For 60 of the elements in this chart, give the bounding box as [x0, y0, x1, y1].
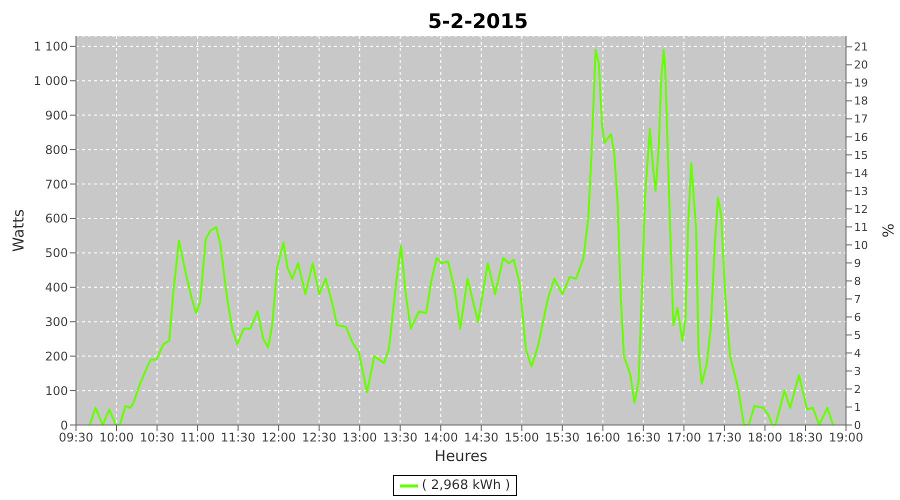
chart-title: 5-2-2015 — [426, 8, 530, 34]
y2-tick-label: 5 — [854, 328, 861, 342]
y-tick-label: 200 — [45, 349, 68, 364]
x-tick-label: 18:30 — [788, 430, 823, 445]
x-tick-label: 16:30 — [626, 430, 661, 445]
x-tick-label: 11:00 — [180, 430, 215, 445]
y2-tick-label: 16 — [854, 130, 868, 144]
x-tick-label: 11:30 — [220, 430, 256, 445]
y2-tick-label: 6 — [854, 310, 861, 324]
y2-tick-label: 20 — [854, 58, 868, 72]
y-tick-label: 800 — [45, 142, 68, 157]
y-tick-label: 900 — [45, 108, 68, 122]
y2-axis-title: % — [879, 223, 898, 238]
x-tick-label: 17:30 — [707, 430, 742, 445]
y2-tick-label: 4 — [854, 346, 861, 360]
y2-tick-label: 2 — [854, 382, 861, 396]
y2-tick-label: 18 — [854, 94, 868, 108]
y2-tick-label: 7 — [854, 292, 861, 306]
x-tick-label: 10:00 — [99, 430, 134, 445]
y2-tick-label: 9 — [854, 256, 861, 270]
line-series — [88, 48, 834, 425]
y-tick-label: 400 — [45, 280, 68, 295]
y-tick-label: 600 — [45, 212, 68, 226]
x-tick-label: 13:00 — [342, 430, 377, 445]
y-tick-label: 300 — [45, 314, 68, 329]
x-tick-label: 14:00 — [423, 430, 458, 445]
x-tick-label: 10:30 — [140, 430, 174, 445]
x-tick-label: 15:00 — [504, 430, 540, 445]
y2-tick-label: 21 — [854, 40, 868, 54]
x-tick-label: 12:30 — [302, 430, 336, 445]
legend-label: ( 2,968 kWh ) — [422, 478, 510, 493]
y-tick-label: 100 — [45, 384, 68, 398]
x-tick-label: 16:00 — [586, 430, 620, 445]
y-tick-label: 700 — [45, 177, 68, 192]
x-tick-label: 19:00 — [828, 430, 864, 445]
y-tick-label: 1 100 — [34, 40, 68, 54]
y2-tick-label: 13 — [854, 184, 868, 198]
y2-tick-label: 17 — [854, 112, 868, 126]
x-tick-label: 09:30 — [58, 430, 94, 445]
x-tick-label: 18:00 — [748, 430, 782, 445]
y2-tick-label: 3 — [854, 364, 861, 378]
y2-tick-label: 14 — [854, 166, 868, 180]
x-tick-label: 13:30 — [382, 430, 418, 445]
y2-tick-label: 11 — [854, 220, 868, 234]
y2-tick-label: 10 — [854, 238, 868, 252]
y-tick-label: 1 000 — [34, 74, 68, 88]
y2-tick-label: 15 — [854, 148, 868, 162]
y2-tick-label: 8 — [854, 274, 861, 288]
y-axis-title: Watts — [9, 209, 28, 252]
x-tick-label: 17:00 — [666, 430, 702, 445]
x-tick-label: 14:30 — [464, 430, 499, 445]
y2-tick-label: 19 — [854, 76, 868, 90]
y-tick-label: 0 — [60, 418, 68, 432]
x-tick-label: 12:00 — [261, 430, 296, 445]
y2-tick-label: 12 — [854, 202, 868, 216]
y2-tick-label: 0 — [854, 418, 861, 432]
x-tick-label: 15:30 — [545, 430, 580, 445]
x-axis-title: Heures — [434, 447, 488, 465]
y-tick-label: 500 — [45, 246, 68, 260]
y2-tick-label: 1 — [854, 400, 861, 414]
